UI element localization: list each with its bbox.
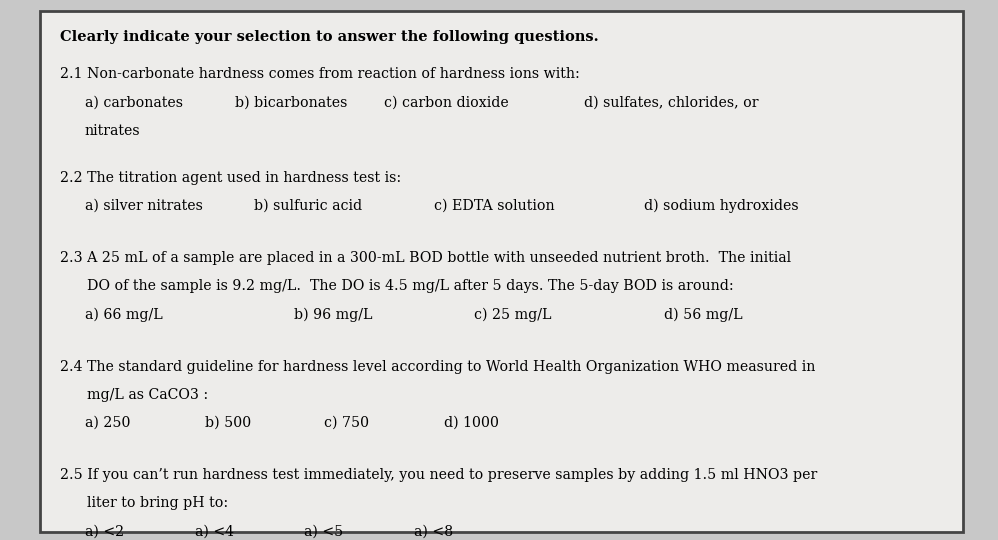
Text: 2.4 The standard guideline for hardness level according to World Health Organiza: 2.4 The standard guideline for hardness … (60, 360, 815, 374)
Text: Clearly indicate your selection to answer the following questions.: Clearly indicate your selection to answe… (60, 30, 599, 44)
Text: d) 56 mg/L: d) 56 mg/L (664, 307, 743, 322)
Text: c) EDTA solution: c) EDTA solution (434, 199, 555, 213)
Text: a) 250: a) 250 (85, 416, 131, 430)
Text: d) sulfates, chlorides, or: d) sulfates, chlorides, or (584, 96, 758, 110)
Text: a) 66 mg/L: a) 66 mg/L (85, 307, 163, 322)
Text: d) sodium hydroxides: d) sodium hydroxides (644, 199, 798, 213)
Text: liter to bring pH to:: liter to bring pH to: (60, 496, 229, 510)
Text: c) 25 mg/L: c) 25 mg/L (474, 307, 552, 322)
Text: a) <8: a) <8 (414, 524, 453, 538)
Text: DO of the sample is 9.2 mg/L.  The DO is 4.5 mg/L after 5 days. The 5-day BOD is: DO of the sample is 9.2 mg/L. The DO is … (60, 279, 734, 293)
Text: c) carbon dioxide: c) carbon dioxide (384, 96, 509, 110)
Text: 2.1 Non-carbonate hardness comes from reaction of hardness ions with:: 2.1 Non-carbonate hardness comes from re… (60, 68, 580, 82)
Text: a) silver nitrates: a) silver nitrates (85, 199, 203, 213)
Text: b) sulfuric acid: b) sulfuric acid (254, 199, 362, 213)
FancyBboxPatch shape (40, 11, 963, 532)
Text: 2.5 If you can’t run hardness test immediately, you need to preserve samples by : 2.5 If you can’t run hardness test immed… (60, 468, 817, 482)
Text: a) <4: a) <4 (195, 524, 234, 538)
Text: 2.3 A 25 mL of a sample are placed in a 300-mL BOD bottle with unseeded nutrient: 2.3 A 25 mL of a sample are placed in a … (60, 251, 791, 265)
Text: a) <5: a) <5 (304, 524, 343, 538)
Text: b) bicarbonates: b) bicarbonates (235, 96, 347, 110)
Text: a) carbonates: a) carbonates (85, 96, 183, 110)
Text: mg/L as CaCO3 :: mg/L as CaCO3 : (60, 388, 209, 402)
Text: b) 500: b) 500 (205, 416, 250, 430)
Text: a) <2: a) <2 (85, 524, 124, 538)
Text: b) 96 mg/L: b) 96 mg/L (294, 307, 373, 322)
Text: 2.2 The titration agent used in hardness test is:: 2.2 The titration agent used in hardness… (60, 171, 401, 185)
Text: c) 750: c) 750 (324, 416, 369, 430)
Text: d) 1000: d) 1000 (444, 416, 499, 430)
Text: nitrates: nitrates (85, 124, 141, 138)
